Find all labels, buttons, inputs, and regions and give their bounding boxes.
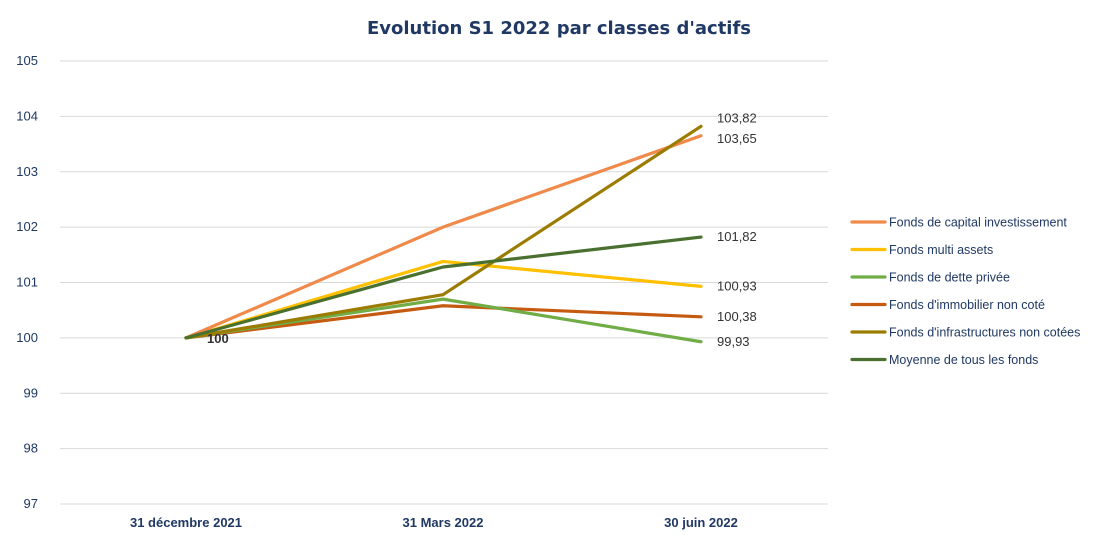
y-tick-label: 105 bbox=[16, 53, 38, 68]
y-tick-label: 99 bbox=[24, 385, 38, 400]
series-line bbox=[184, 259, 703, 340]
data-label: 103,82 bbox=[717, 110, 757, 125]
y-tick-label: 104 bbox=[16, 108, 38, 123]
y-axis-ticks: 97 98 99 100 101 102 103 104 105 bbox=[16, 53, 38, 511]
y-tick-label: 100 bbox=[16, 330, 38, 345]
series-line bbox=[184, 304, 703, 340]
legend-entry: Moyenne de tous les fonds bbox=[889, 353, 1038, 367]
grid-lines bbox=[60, 60, 828, 505]
y-tick-label: 98 bbox=[24, 441, 38, 456]
series-line bbox=[184, 124, 703, 340]
legend-entry: Fonds multi assets bbox=[889, 243, 993, 257]
y-tick-label: 102 bbox=[16, 219, 38, 234]
legend-entry: Fonds d'immobilier non coté bbox=[889, 298, 1045, 312]
series-lines bbox=[184, 124, 703, 344]
data-label: 101,82 bbox=[717, 229, 757, 244]
y-tick-label: 103 bbox=[16, 164, 38, 179]
legend-entry: Fonds de capital investissement bbox=[889, 216, 1067, 230]
x-tick-label: 31 décembre 2021 bbox=[130, 515, 242, 530]
data-label: 103,65 bbox=[717, 131, 757, 146]
legend-entry: Fonds de dette privée bbox=[889, 271, 1010, 285]
y-tick-label: 97 bbox=[24, 496, 38, 511]
data-label: 99,93 bbox=[717, 334, 750, 349]
series-line bbox=[184, 235, 703, 340]
data-label-start: 100 bbox=[207, 331, 229, 346]
x-tick-label: 31 Mars 2022 bbox=[403, 515, 484, 530]
data-label: 100,93 bbox=[717, 278, 757, 293]
data-label: 100,38 bbox=[717, 309, 757, 324]
x-tick-label: 30 juin 2022 bbox=[664, 515, 738, 530]
legend-entry: Fonds d'infrastructures non cotées bbox=[889, 326, 1080, 340]
series-line bbox=[184, 134, 703, 340]
data-labels: 103,65 100,93 99,93 100,38 103,82 101,82 100 bbox=[207, 110, 757, 348]
y-tick-label: 101 bbox=[16, 275, 38, 290]
legend: Fonds de capital investissement Fonds mul… bbox=[850, 216, 1080, 367]
x-axis-ticks: 31 décembre 2021 31 Mars 2022 30 juin 2022 bbox=[130, 515, 738, 530]
chart-title: Evolution S1 2022 par classes d'actifs bbox=[367, 18, 751, 39]
